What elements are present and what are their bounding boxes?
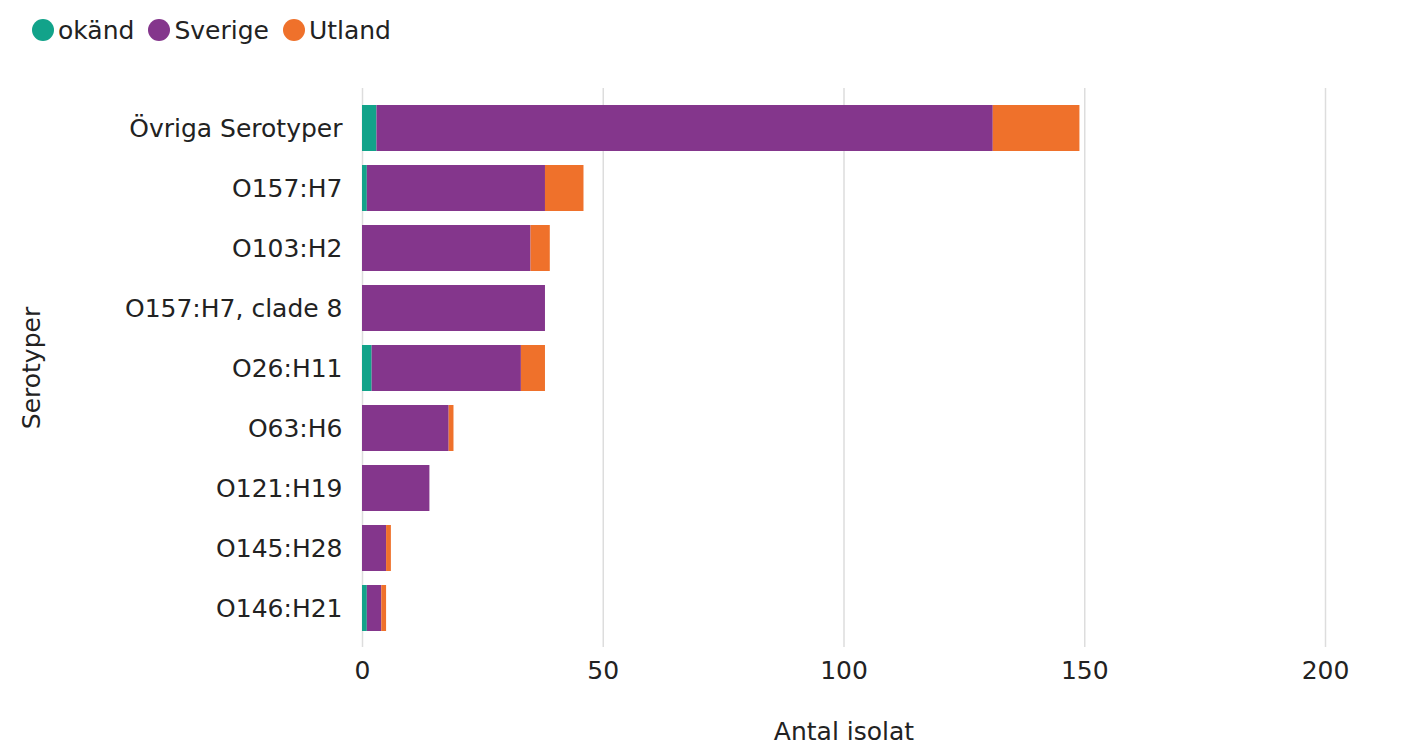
html-text:Utland: Utland	[308, 15, 391, 45]
svg-text:O145:H28: O145:H28	[216, 534, 342, 563]
svg-text:O146:H21: O146:H21	[216, 594, 342, 623]
svg-text:O121:H19: O121:H19	[216, 474, 342, 503]
svg-text:50: 50	[587, 656, 619, 685]
svg-text:Antal isolat: Antal isolat	[774, 717, 914, 746]
svg-text:Övriga Serotyper: Övriga Serotyper	[129, 114, 343, 143]
html-text:Sverige: Sverige	[174, 15, 269, 45]
svg-text:0: 0	[355, 656, 371, 685]
svg-text:200: 200	[1302, 656, 1350, 685]
html-text:okänd: okänd	[58, 15, 135, 45]
svg-text:100: 100	[820, 656, 868, 685]
svg-text:O157:H7, clade 8: O157:H7, clade 8	[125, 294, 343, 323]
svg-text:150: 150	[1061, 656, 1109, 685]
svg-text:Serotyper: Serotyper	[17, 306, 46, 429]
svg-text:O63:H6: O63:H6	[248, 414, 343, 443]
svg-text:O103:H2: O103:H2	[232, 234, 343, 263]
svg-text:O26:H11: O26:H11	[232, 354, 343, 383]
svg-text:O157:H7: O157:H7	[232, 174, 343, 203]
